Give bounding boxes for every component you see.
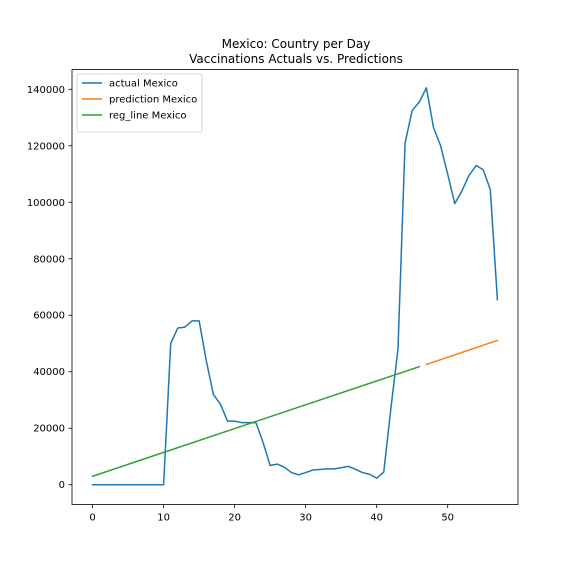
series-line-reg-line-mexico xyxy=(91,365,421,478)
y-tick-label: 60000 xyxy=(33,311,65,322)
x-tick-label: 30 xyxy=(299,513,312,524)
x-tick-label: 10 xyxy=(157,513,170,524)
y-tick-label: 120000 xyxy=(27,141,65,152)
y-axis: 0 20000 40000 60000 80000 100000 120000 140000 xyxy=(27,85,72,491)
x-tick-label: 40 xyxy=(370,513,383,524)
x-tick-label: 0 xyxy=(89,513,95,524)
plot-area xyxy=(72,69,518,505)
y-tick-label: 140000 xyxy=(27,85,65,96)
y-tick-label: 20000 xyxy=(33,424,65,435)
x-tick-label: 20 xyxy=(228,513,241,524)
legend-box xyxy=(76,73,203,133)
legend-label: reg_line Mexico xyxy=(109,111,187,122)
y-tick-label: 100000 xyxy=(27,198,65,209)
legend-label: prediction Mexico xyxy=(109,95,197,106)
x-axis: 0 10 20 30 40 50 xyxy=(89,504,454,524)
series-layer xyxy=(91,87,499,486)
y-tick-label: 0 xyxy=(59,480,65,491)
legend-label: actual Mexico xyxy=(109,79,178,90)
legend: actual Mexico prediction Mexico reg_line M… xyxy=(76,73,203,133)
plot-frame xyxy=(71,69,519,505)
series-line-actual-mexico xyxy=(91,87,499,486)
chart-title: Mexico: Country per Day xyxy=(222,37,371,51)
series-line-prediction-mexico xyxy=(425,339,499,366)
y-tick-label: 80000 xyxy=(33,254,65,265)
x-tick-label: 50 xyxy=(441,513,454,524)
y-tick-label: 40000 xyxy=(33,367,65,378)
chart-subtitle: Vaccinations Actuals vs. Predictions xyxy=(189,52,403,66)
